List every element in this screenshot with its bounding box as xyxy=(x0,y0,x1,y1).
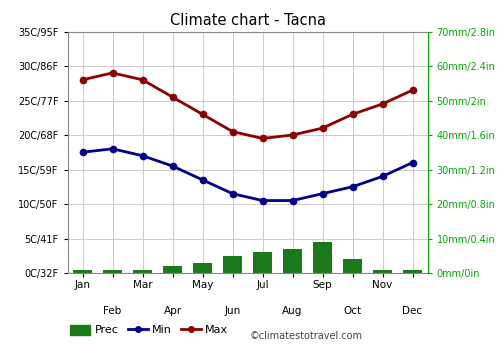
Bar xyxy=(133,270,152,273)
Legend: Prec, Min, Max: Prec, Min, Max xyxy=(66,320,232,340)
Bar xyxy=(163,266,182,273)
Bar xyxy=(343,259,362,273)
Bar xyxy=(253,252,272,273)
Text: Jun: Jun xyxy=(224,306,240,316)
Text: Apr: Apr xyxy=(164,306,182,316)
Bar xyxy=(223,256,242,273)
Title: Climate chart - Tacna: Climate chart - Tacna xyxy=(170,13,326,28)
Bar xyxy=(73,270,92,273)
Text: Aug: Aug xyxy=(282,306,302,316)
Bar xyxy=(403,270,422,273)
Text: Feb: Feb xyxy=(104,306,122,316)
Bar xyxy=(103,270,122,273)
Text: Oct: Oct xyxy=(344,306,361,316)
Bar xyxy=(373,270,392,273)
Bar xyxy=(283,249,302,273)
Text: Dec: Dec xyxy=(402,306,422,316)
Text: ©climatestotravel.com: ©climatestotravel.com xyxy=(250,331,363,341)
Bar xyxy=(313,242,332,273)
Bar xyxy=(193,262,212,273)
